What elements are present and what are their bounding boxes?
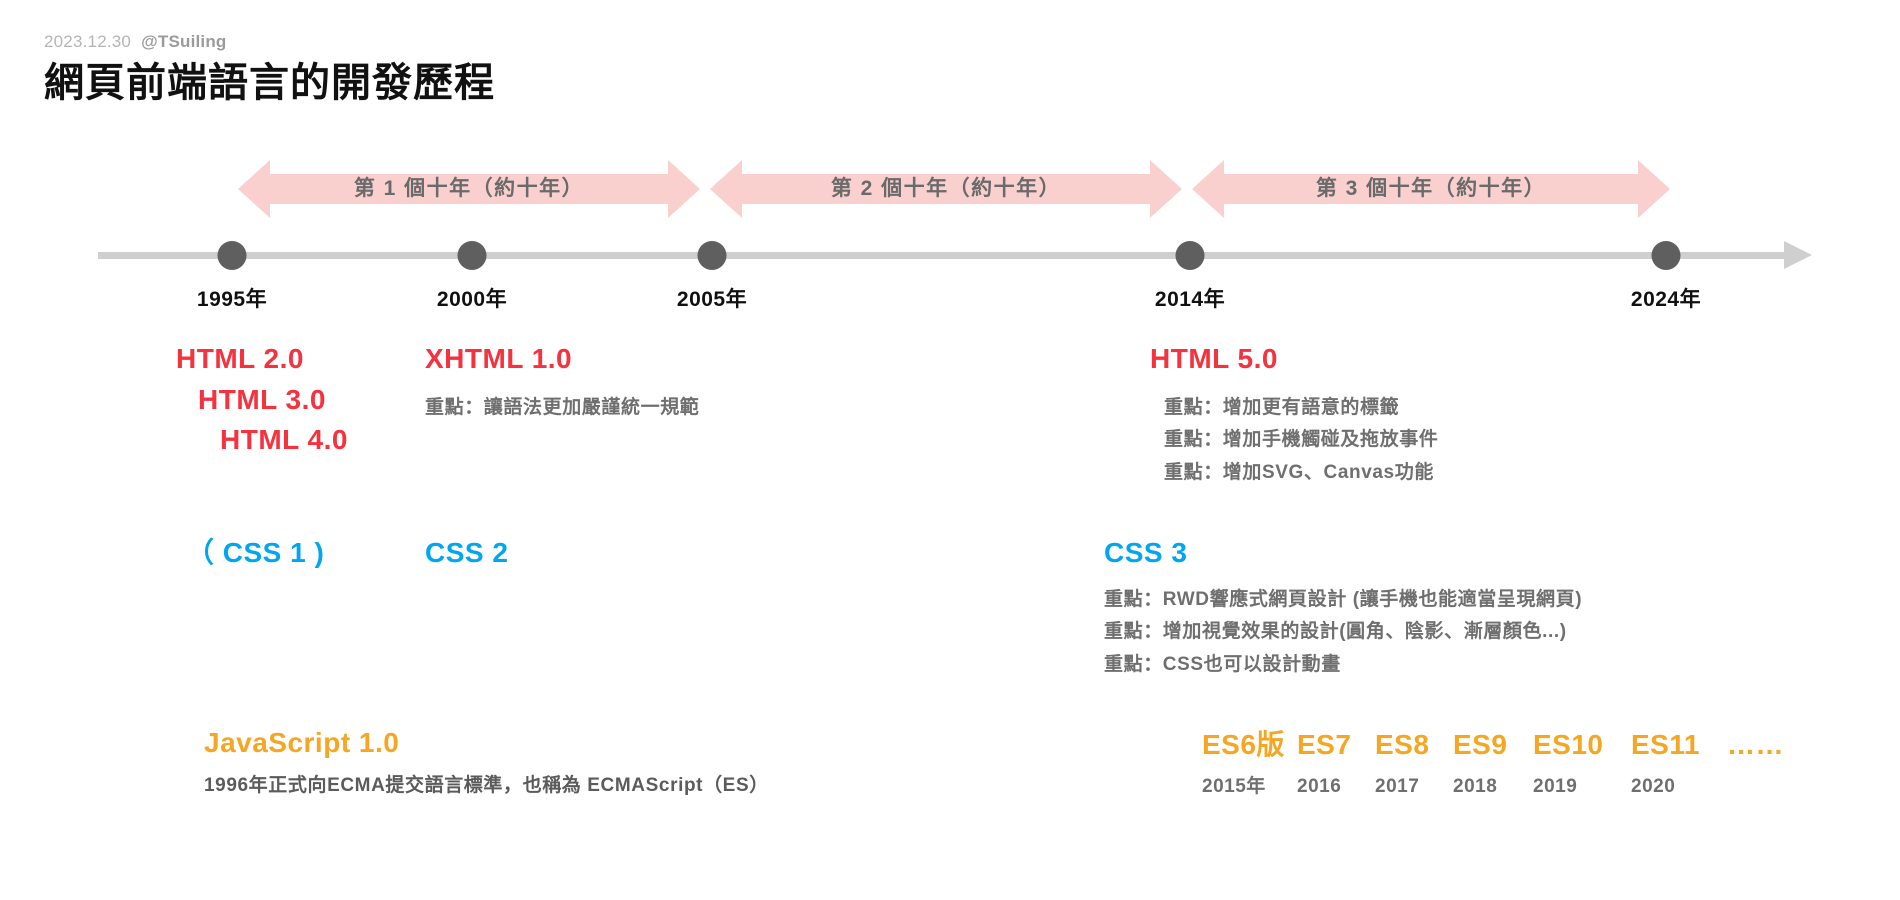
decade-band: 第 1 個十年（約十年） 第 2 個十年（約十年） 第 3 個十年（約十年） [0, 160, 1900, 220]
javascript-block: JavaScript 1.0 1996年正式向ECMA提交語言標準，也稱為 EC… [204, 723, 769, 802]
html-1995-block: HTML 2.0 HTML 3.0 HTML 4.0 [176, 339, 348, 461]
css1-block: （ CSS 1 ) [186, 533, 324, 574]
html5-detail-1: 重點：增加更有語意的標籤 [1164, 396, 1400, 418]
es-year-2019: 2019 [1533, 776, 1578, 797]
header: 2023.12.30 @TSuiling 網頁前端語言的開發歷程 [44, 32, 495, 106]
es-version-es8: ES8 [1375, 729, 1430, 760]
es-version-es6: ES6版 [1202, 729, 1285, 760]
meta-line: 2023.12.30 @TSuiling [44, 32, 495, 52]
xhtml-detail-1: 重點：讓語法更加嚴謹統一規範 [425, 396, 700, 418]
es-version-ellipsis: …… [1727, 729, 1784, 760]
timeline-year-2005: 2005年 [676, 288, 748, 311]
timeline-axis [98, 252, 1788, 259]
decade-arrow-1: 第 1 個十年（約十年） [238, 160, 700, 218]
timeline-dot-1995 [217, 241, 247, 270]
timeline-dot-2024 [1651, 241, 1681, 270]
author-handle: @TSuiling [141, 32, 227, 51]
page-title: 網頁前端語言的開發歷程 [44, 61, 495, 106]
timeline-year-2024: 2024年 [1630, 288, 1702, 311]
es-version-es7: ES7 [1297, 729, 1352, 760]
css-3-label: CSS 3 [1104, 537, 1188, 568]
es-year-2016: 2016 [1297, 776, 1342, 797]
publish-date: 2023.12.30 [44, 32, 132, 51]
es-version-es9: ES9 [1453, 729, 1508, 760]
css3-detail-3: 重點：CSS也可以設計動畫 [1104, 653, 1341, 675]
css-2-label: CSS 2 [425, 537, 509, 568]
css2-block: CSS 2 [425, 533, 508, 574]
xhtml-1-0-label: XHTML 1.0 [425, 343, 573, 374]
es-year-2020: 2020 [1631, 776, 1676, 797]
html5-detail-2: 重點：增加手機觸碰及拖放事件 [1164, 429, 1439, 451]
html5-detail-3: 重點：增加SVG、Canvas功能 [1164, 461, 1434, 483]
html-4-0-label: HTML 4.0 [220, 424, 348, 456]
es-version-row: ES6版 ES7 ES8 ES9 ES10 ES11 …… [1202, 723, 1784, 763]
es-version-es11: ES11 [1631, 729, 1700, 760]
css3-detail-1: 重點：RWD響應式網頁設計 (讓手機也能適當呈現網頁) [1104, 588, 1583, 610]
html-5-0-label: HTML 5.0 [1150, 343, 1278, 374]
html-3-0-label: HTML 3.0 [198, 383, 326, 415]
css3-block: CSS 3 重點：RWD響應式網頁設計 (讓手機也能適當呈現網頁) 重點：增加視… [1104, 533, 1582, 682]
css3-detail-2: 重點：增加視覺效果的設計(圓角、陰影、漸層顏色...) [1104, 621, 1567, 643]
es-version-es10: ES10 [1533, 729, 1604, 760]
javascript-1-0-label: JavaScript 1.0 [204, 727, 400, 758]
css-1-label: （ CSS 1 ) [186, 537, 325, 568]
html5-2014-block: HTML 5.0 重點：增加更有語意的標籤 重點：增加手機觸碰及拖放事件 重點：… [1150, 339, 1438, 490]
timeline-dot-2005 [697, 241, 727, 270]
html-2-0-label: HTML 2.0 [176, 343, 304, 374]
es-year-2015: 2015年 [1202, 776, 1266, 797]
decade-arrow-2: 第 2 個十年（約十年） [710, 160, 1182, 218]
es-year-2018: 2018 [1453, 776, 1498, 797]
es-block: ES6版 ES7 ES8 ES9 ES10 ES11 …… 2015年 2016… [1202, 723, 1784, 798]
timeline-year-1995: 1995年 [196, 288, 268, 311]
timeline-year-2014: 2014年 [1154, 288, 1226, 311]
es-year-2017: 2017 [1375, 776, 1420, 797]
es-year-row: 2015年 2016 2017 2018 2019 2020 [1202, 771, 1784, 798]
axis-arrow-right-icon [1784, 241, 1812, 269]
timeline-year-2000: 2000年 [436, 288, 508, 311]
xhtml-2000-block: XHTML 1.0 重點：讓語法更加嚴謹統一規範 [425, 339, 699, 424]
javascript-detail: 1996年正式向ECMA提交語言標準，也稱為 ECMAScript（ES） [204, 774, 769, 796]
timeline-dot-2014 [1175, 241, 1205, 270]
timeline-dot-2000 [457, 241, 487, 270]
decade-arrow-3: 第 3 個十年（約十年） [1192, 160, 1670, 218]
